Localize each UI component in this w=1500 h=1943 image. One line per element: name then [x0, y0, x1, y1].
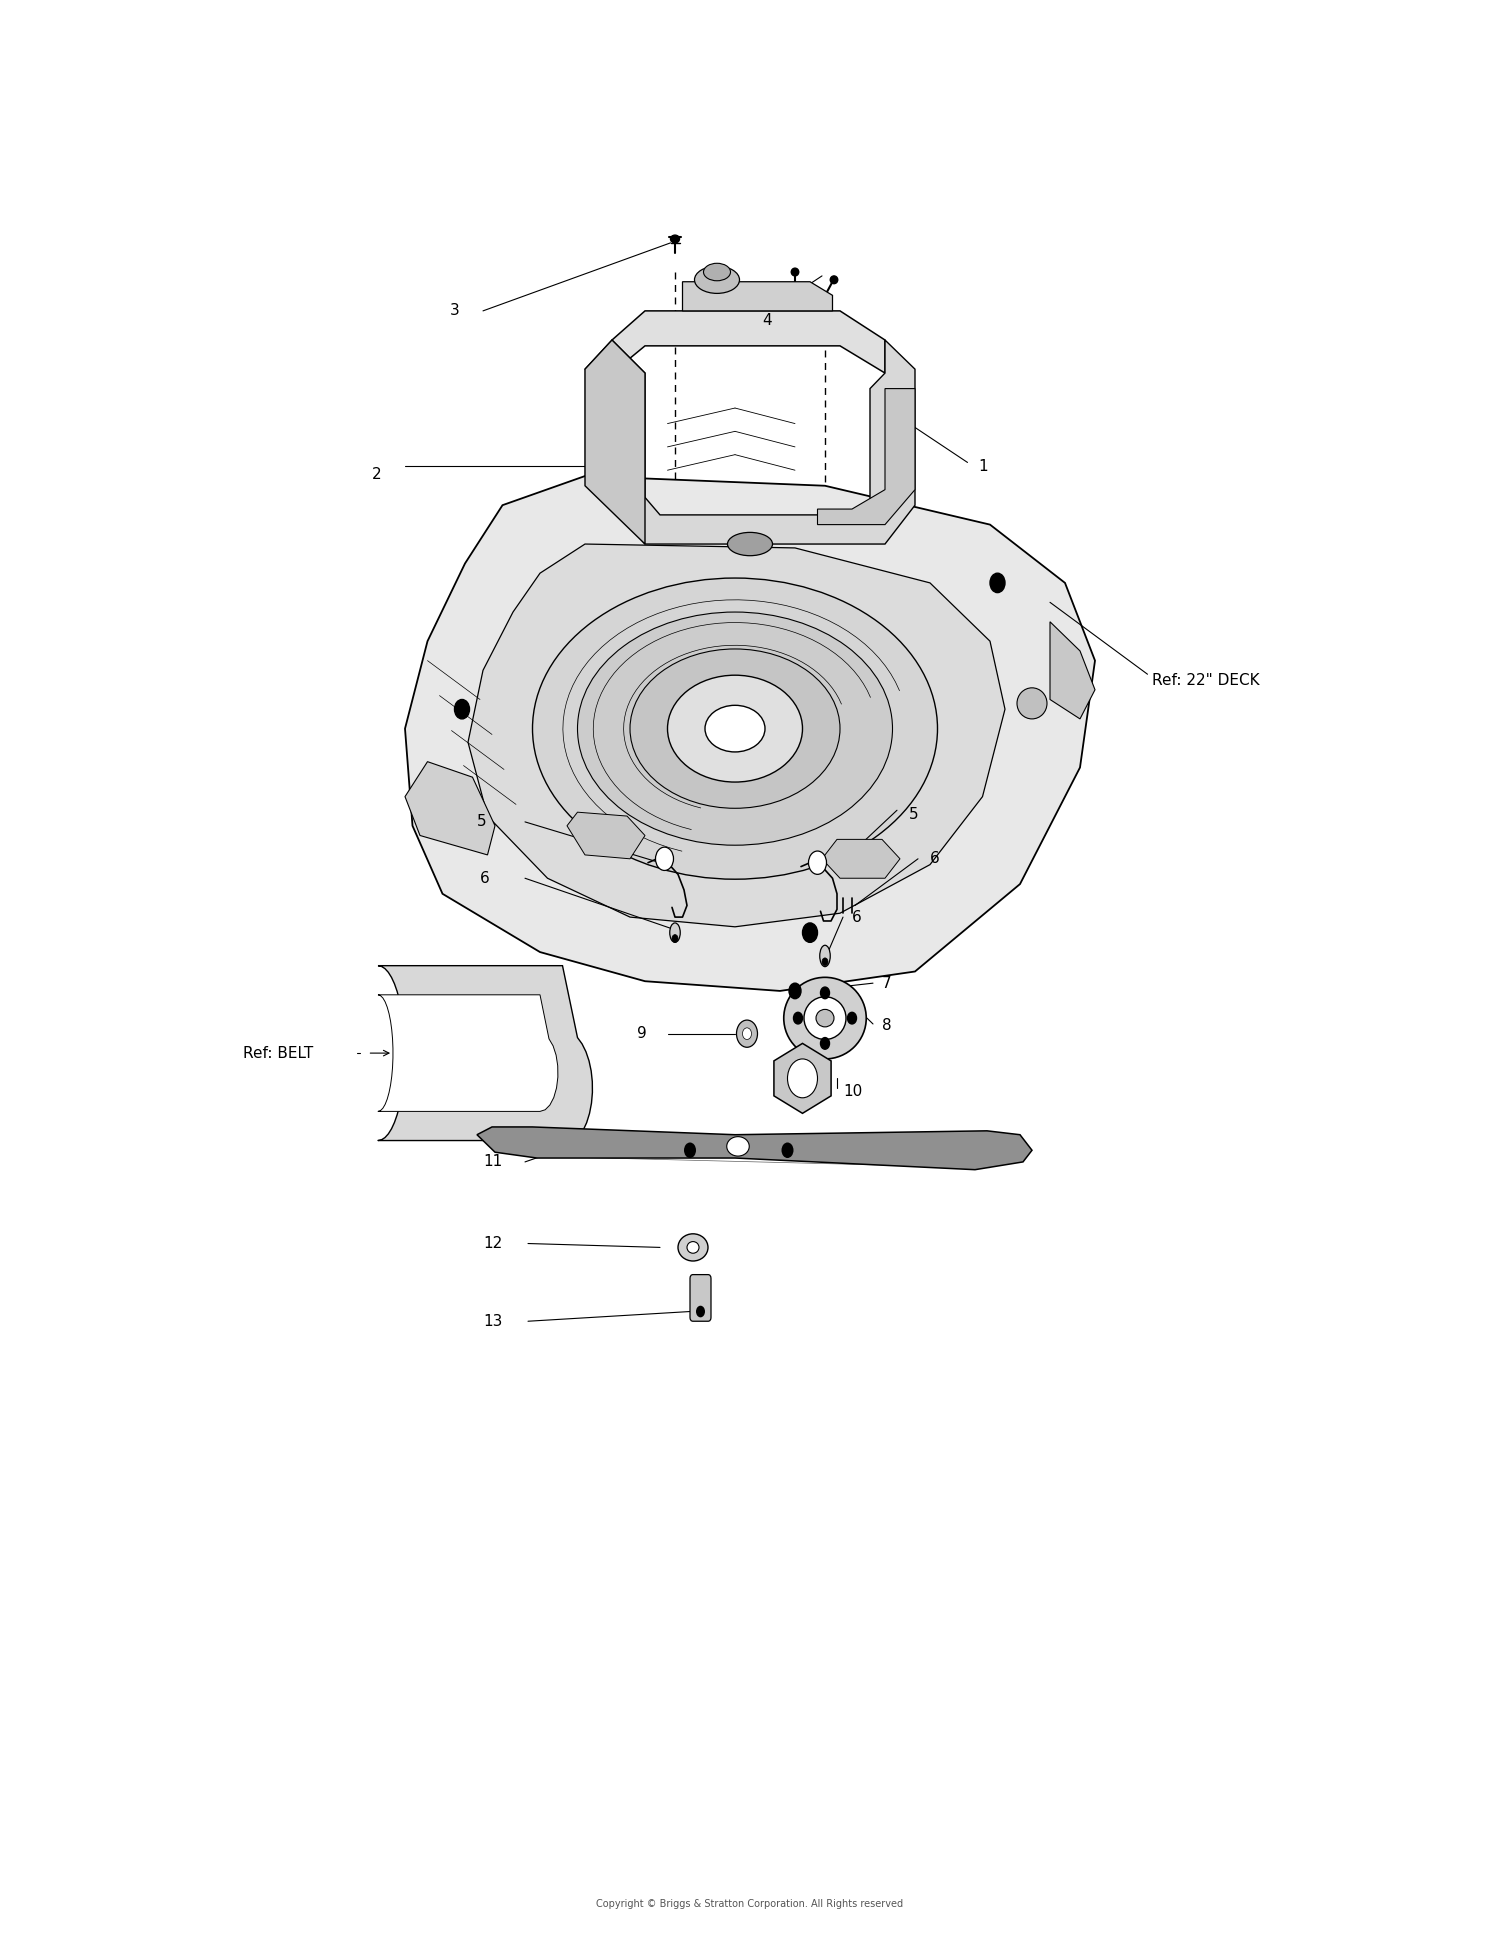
Ellipse shape [669, 923, 680, 942]
Polygon shape [585, 340, 645, 544]
Text: 6: 6 [852, 909, 861, 925]
Ellipse shape [822, 958, 828, 966]
Polygon shape [378, 966, 592, 1146]
Text: 1: 1 [978, 459, 987, 474]
Ellipse shape [726, 1137, 750, 1156]
Circle shape [684, 1142, 696, 1158]
Circle shape [802, 923, 818, 942]
Polygon shape [477, 1127, 1032, 1170]
Circle shape [742, 1028, 752, 1040]
Text: 3: 3 [450, 303, 459, 319]
Ellipse shape [784, 977, 867, 1059]
Ellipse shape [816, 1010, 834, 1026]
Ellipse shape [705, 705, 765, 752]
Polygon shape [612, 340, 915, 544]
Polygon shape [774, 1043, 831, 1113]
Ellipse shape [792, 268, 798, 276]
Polygon shape [682, 282, 832, 311]
Ellipse shape [704, 262, 730, 280]
Circle shape [656, 847, 674, 870]
Polygon shape [468, 544, 1005, 927]
Text: 12: 12 [483, 1236, 502, 1251]
Text: 6: 6 [930, 851, 939, 867]
Ellipse shape [728, 532, 772, 556]
Ellipse shape [630, 649, 840, 808]
Polygon shape [818, 389, 915, 525]
Circle shape [454, 699, 470, 719]
Circle shape [821, 1038, 830, 1049]
Text: Ref: 22" DECK: Ref: 22" DECK [1152, 672, 1260, 688]
Ellipse shape [668, 676, 802, 781]
Polygon shape [378, 995, 558, 1111]
Text: 6: 6 [480, 870, 489, 886]
Ellipse shape [804, 997, 846, 1040]
Ellipse shape [694, 266, 740, 293]
Text: Copyright © Briggs & Stratton Corporation. All Rights reserved: Copyright © Briggs & Stratton Corporatio… [597, 1898, 903, 1910]
Ellipse shape [819, 944, 831, 966]
Text: 5: 5 [909, 806, 918, 822]
Polygon shape [405, 476, 1095, 991]
Ellipse shape [670, 235, 680, 243]
Polygon shape [405, 762, 495, 855]
Text: 4: 4 [762, 313, 771, 328]
Ellipse shape [1017, 688, 1047, 719]
Circle shape [990, 573, 1005, 593]
Ellipse shape [578, 612, 892, 845]
Text: 5: 5 [477, 814, 486, 830]
Text: 9: 9 [638, 1026, 648, 1041]
Polygon shape [567, 812, 645, 859]
Circle shape [782, 1142, 794, 1158]
Circle shape [808, 851, 826, 874]
Text: Ref: BELT: Ref: BELT [243, 1045, 314, 1061]
Text: 13: 13 [483, 1313, 502, 1329]
Text: 7: 7 [882, 975, 891, 991]
Text: 2: 2 [372, 466, 381, 482]
Ellipse shape [831, 276, 839, 284]
Circle shape [794, 1012, 802, 1024]
Circle shape [789, 983, 801, 999]
Ellipse shape [678, 1234, 708, 1261]
Polygon shape [822, 839, 900, 878]
Polygon shape [1050, 622, 1095, 719]
Text: 8: 8 [882, 1018, 891, 1034]
Circle shape [788, 1059, 818, 1098]
Circle shape [821, 987, 830, 999]
Circle shape [736, 1020, 758, 1047]
Ellipse shape [532, 579, 938, 878]
FancyBboxPatch shape [690, 1275, 711, 1321]
Text: 11: 11 [483, 1154, 502, 1170]
Ellipse shape [672, 935, 678, 942]
Polygon shape [612, 311, 885, 373]
Text: 10: 10 [843, 1084, 862, 1100]
Circle shape [847, 1012, 856, 1024]
Circle shape [696, 1306, 705, 1317]
Ellipse shape [687, 1242, 699, 1253]
